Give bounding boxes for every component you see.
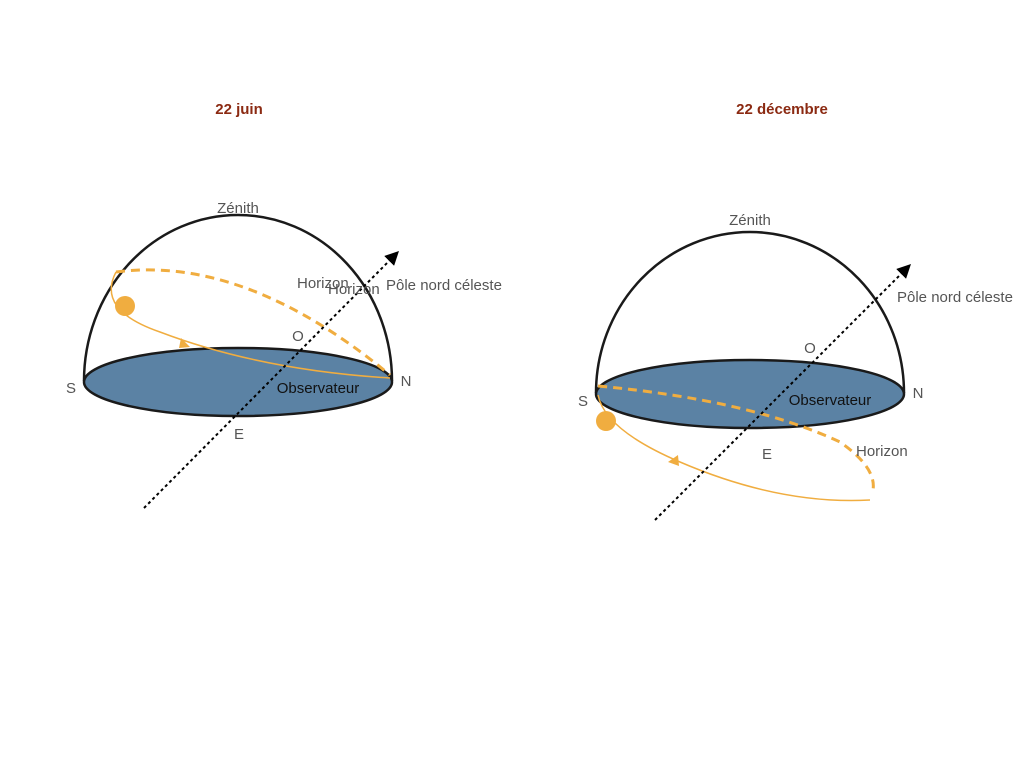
june-zenith-label: Zénith [217,200,259,217]
june-north-label: N [401,373,412,390]
june-south-label: S [66,380,76,397]
december-horizon-label: Horizon [856,443,908,460]
december-east-label: E [762,446,772,463]
december-pole-label: Pôle nord céleste [897,289,1013,306]
december-sun-path-dashed [597,384,875,495]
december-west-label: O [804,340,816,357]
june-horizon-disk [82,346,394,418]
december-diagram: 22 décembre Zénith Pôle nord céleste O E… [578,101,1013,521]
june-sun-direction-arrow [179,338,190,348]
june-sun [115,296,135,316]
june-horizon-label-b: Horizon [328,281,380,298]
december-title: 22 décembre [736,101,828,118]
december-north-label: N [913,385,924,402]
june-title: 22 juin [215,101,263,118]
december-south-label: S [578,393,588,410]
december-observer-label: Observateur [789,392,872,409]
june-horizon-label-a: Horizon [297,275,349,292]
december-sun [596,411,616,431]
june-sun-path-front [110,271,391,379]
december-horizon-disk [594,358,906,430]
december-sun-direction-arrow [668,455,679,466]
june-dome [82,213,394,382]
june-observer-label: Observateur [277,380,360,397]
june-sun-path-dashed [115,268,391,377]
june-pole-label: Pôle nord céleste [386,277,502,294]
december-zenith-label: Zénith [729,212,771,229]
december-dome [594,230,906,394]
june-diagram: 22 juin Zénith Horizon Horizon Pôle nord… [66,101,502,509]
june-east-label: E [234,426,244,443]
june-west-label: O [292,328,304,345]
